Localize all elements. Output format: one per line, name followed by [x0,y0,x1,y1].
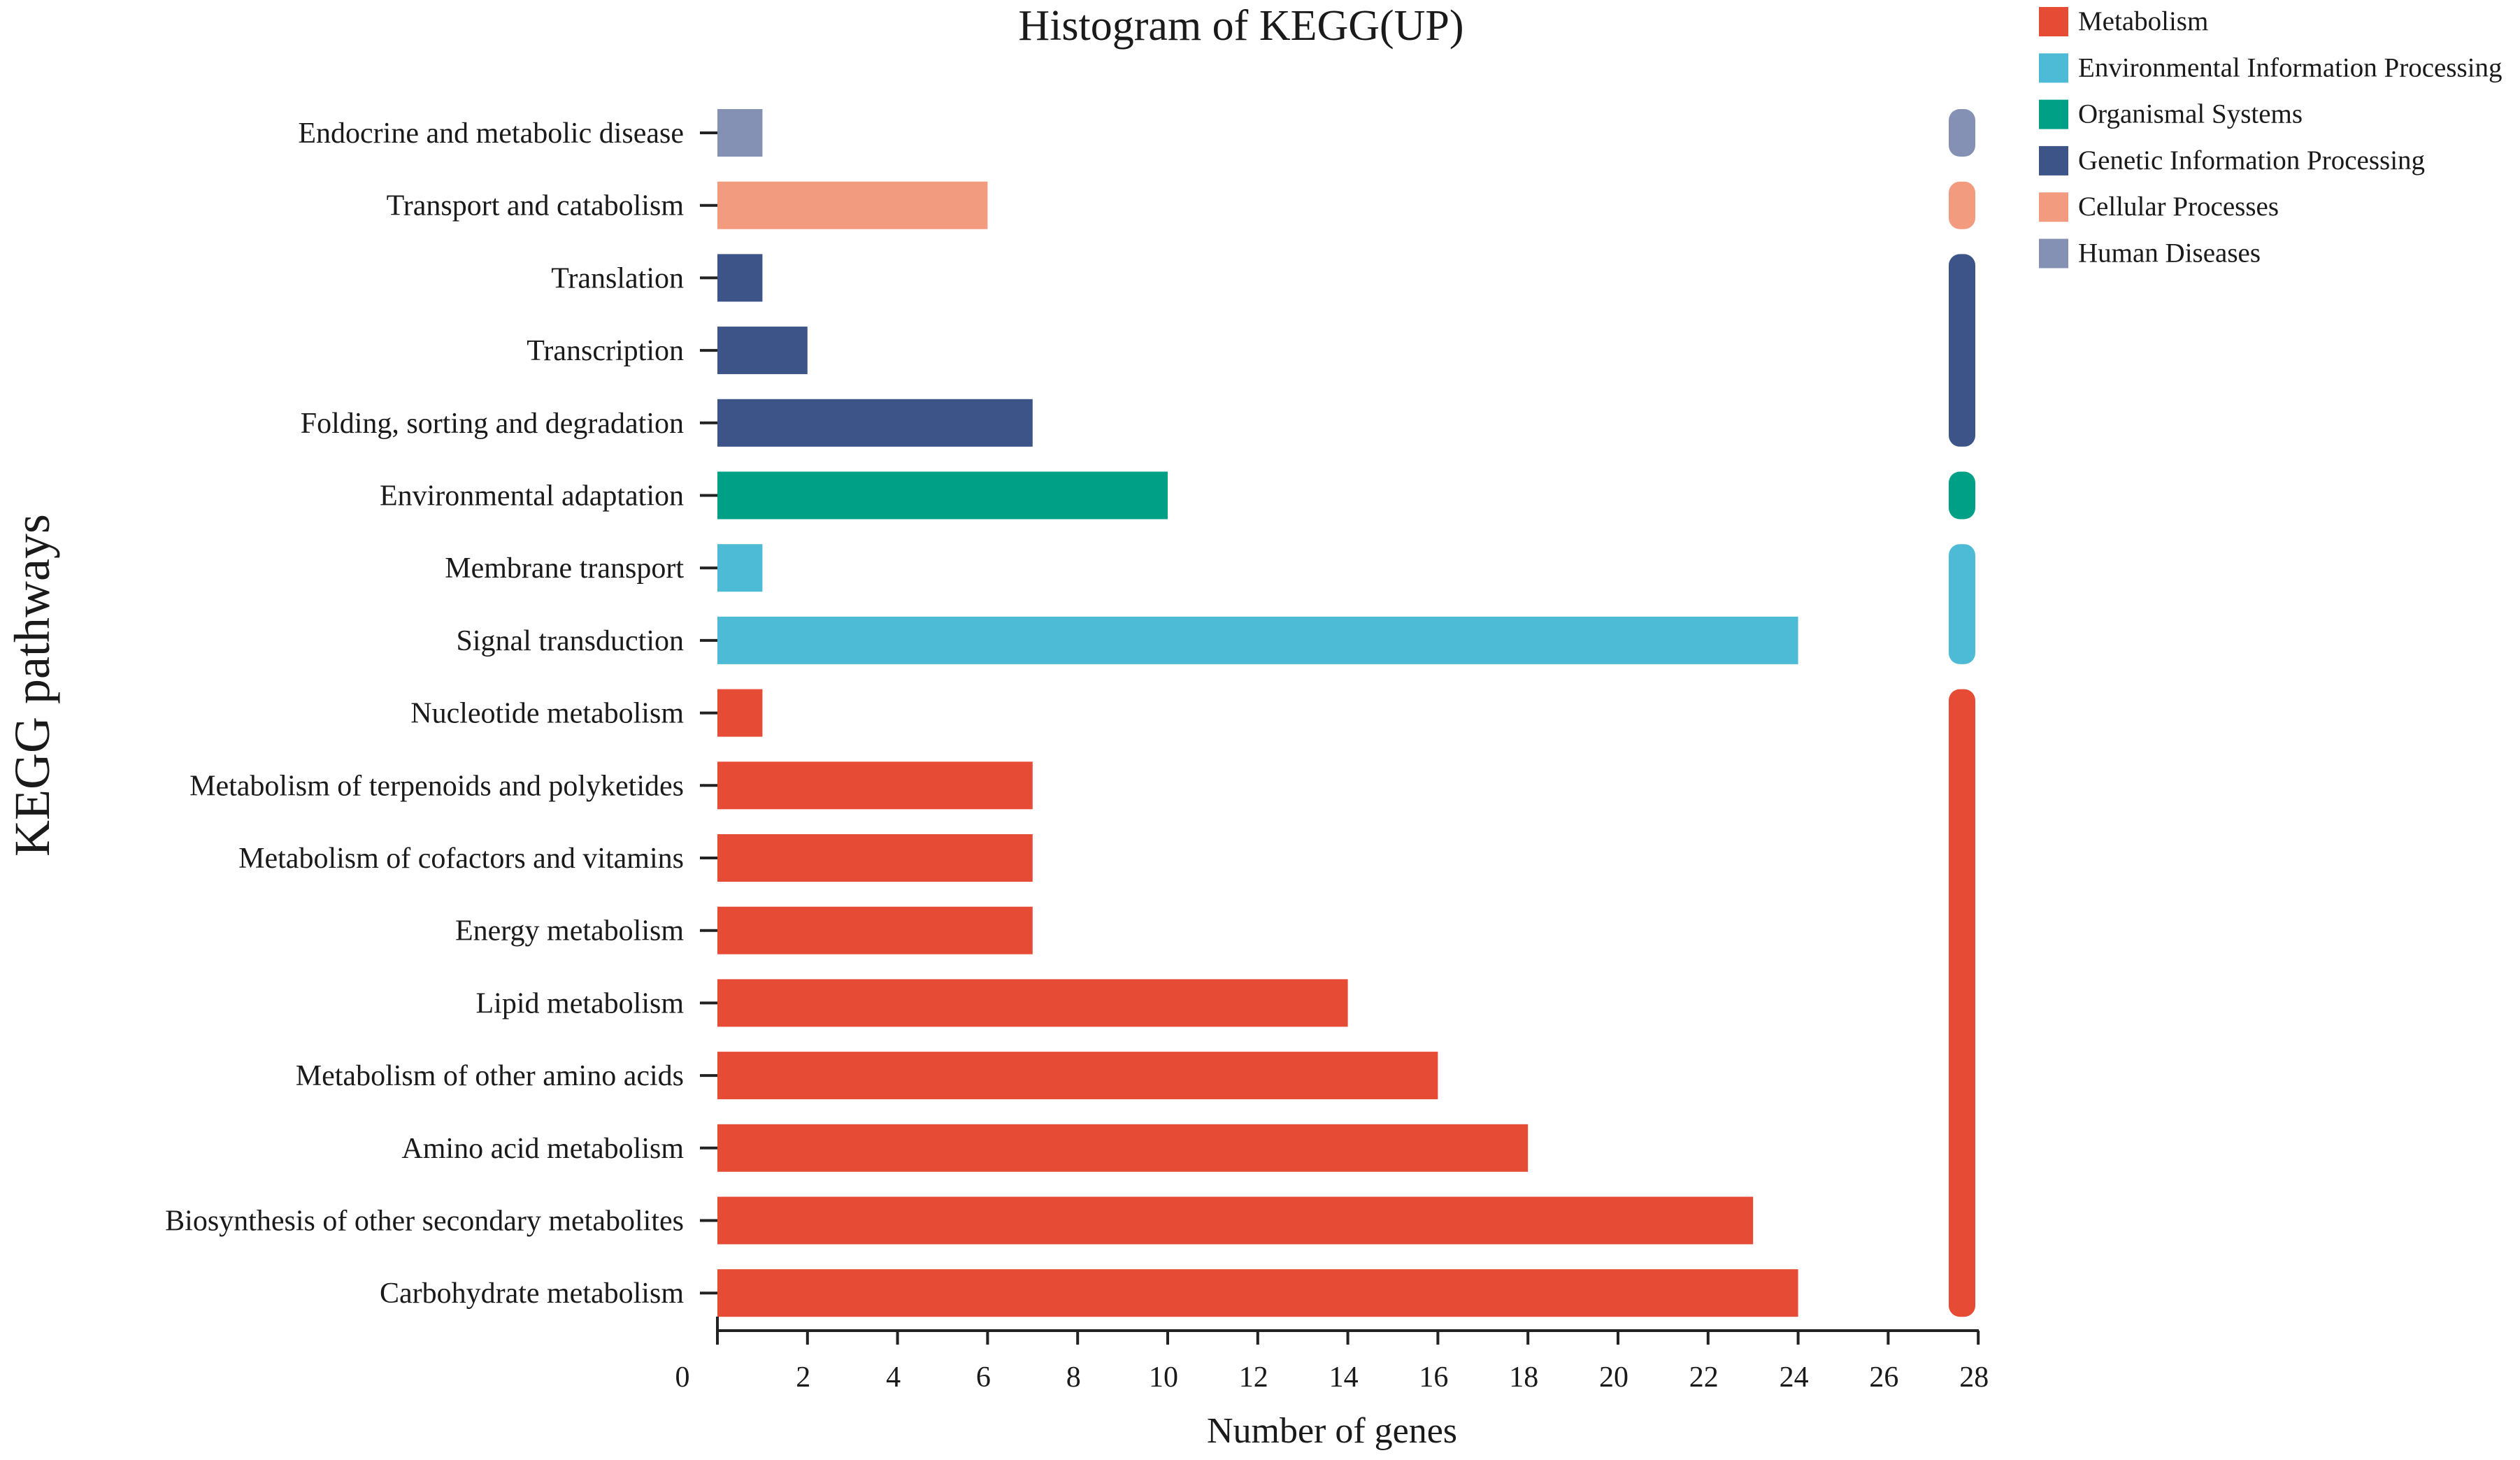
x-tick-label-6: 6 [976,1361,991,1394]
group-pill-human-diseases [1949,109,1975,157]
legend-label-organismal-systems: Organismal Systems [2078,99,2303,129]
legend-label-genetic-information-processing: Genetic Information Processing [2078,145,2425,176]
legend-swatch-human-diseases [2039,238,2068,269]
bar-metabolism-of-terpenoids-and-polyketides [717,761,1033,810]
bar-signal-transduction [717,616,1798,664]
bar-environmental-adaptation [717,471,1168,520]
group-pills [1949,109,1975,1317]
legend-swatch-metabolism [2039,7,2068,36]
legend-label-cellular-processes: Cellular Processes [2078,192,2279,222]
x-tick-label-0: 0 [675,1361,690,1394]
legend-label-metabolism: Metabolism [2078,6,2208,36]
category-label-lipid-metabolism: Lipid metabolism [476,987,685,1019]
bar-translation [717,254,763,302]
group-pill-environmental-information-processing [1949,544,1975,664]
x-tick-label-28: 28 [1959,1361,1989,1394]
category-label-signal-transduction: Signal transduction [457,625,684,657]
category-label-amino-acid-metabolism: Amino acid metabolism [401,1133,684,1165]
bar-carbohydrate-metabolism [717,1269,1798,1317]
x-tick-label-26: 26 [1869,1361,1898,1394]
category-label-folding-sorting-and-degradation: Folding, sorting and degradation [301,408,684,440]
x-axis-title: Number of genes [1207,1411,1457,1451]
x-tick-label-10: 10 [1149,1361,1178,1394]
bar-nucleotide-metabolism [717,689,763,737]
chart-title: Histogram of KEGG(UP) [1018,2,1463,50]
bar-transport-and-catabolism [717,181,988,229]
category-label-transport-and-catabolism: Transport and catabolism [387,190,685,222]
x-tick-label-20: 20 [1599,1361,1628,1394]
category-labels: Endocrine and metabolic disease Transport… [165,117,717,1310]
bar-lipid-metabolism [717,979,1348,1027]
category-label-metabolism-of-terpenoids-and-polyketides: Metabolism of terpenoids and polyketides [189,770,684,802]
category-label-metabolism-of-other-amino-acids: Metabolism of other amino acids [296,1060,684,1092]
bar-metabolism-of-other-amino-acids [717,1052,1438,1100]
bar-endocrine-and-metabolic-disease [717,109,763,157]
legend-label-human-diseases: Human Diseases [2078,238,2261,269]
bars-layer [717,109,1798,1317]
legend: Metabolism Environmental Information Proc… [2039,6,2503,269]
bar-metabolism-of-cofactors-and-vitamins [717,834,1033,882]
x-tick-label-24: 24 [1780,1361,1809,1394]
category-label-membrane-transport: Membrane transport [445,552,684,585]
category-label-carbohydrate-metabolism: Carbohydrate metabolism [380,1278,684,1310]
category-label-environmental-adaptation: Environmental adaptation [380,480,684,513]
category-label-translation: Translation [551,262,684,294]
legend-swatch-environmental-information-processing [2039,53,2068,83]
bar-folding-sorting-and-degradation [717,399,1033,447]
bar-membrane-transport [717,544,763,592]
x-tick-label-22: 22 [1689,1361,1719,1394]
y-axis-title: KEGG pathways [4,514,60,857]
group-pill-metabolism [1949,689,1975,1317]
category-label-transcription: Transcription [527,335,684,367]
legend-swatch-organismal-systems [2039,99,2068,129]
x-tick-label-14: 14 [1329,1361,1359,1394]
x-tick-label-4: 4 [886,1361,901,1394]
bar-energy-metabolism [717,906,1033,954]
x-tick-label-2: 2 [796,1361,810,1394]
group-pill-genetic-information-processing [1949,254,1975,447]
x-tick-label-16: 16 [1419,1361,1448,1394]
x-tick-label-12: 12 [1239,1361,1268,1394]
group-pill-organismal-systems [1949,471,1975,520]
x-tick-label-18: 18 [1509,1361,1538,1394]
group-pill-cellular-processes [1949,181,1975,229]
category-label-biosynthesis-of-other-secondary-metabolites: Biosynthesis of other secondary metaboli… [165,1205,684,1238]
legend-swatch-genetic-information-processing [2039,145,2068,176]
category-label-endocrine-and-metabolic-disease: Endocrine and metabolic disease [298,117,684,150]
legend-label-environmental-information-processing: Environmental Information Processing [2078,52,2503,83]
bar-biosynthesis-of-other-secondary-metabolites [717,1196,1754,1245]
bar-amino-acid-metabolism [717,1124,1529,1172]
legend-swatch-cellular-processes [2039,192,2068,222]
category-label-energy-metabolism: Energy metabolism [455,915,684,947]
category-label-nucleotide-metabolism: Nucleotide metabolism [410,698,684,730]
bar-transcription [717,327,808,375]
x-tick-label-8: 8 [1066,1361,1081,1394]
x-axis: 0 2 4 6 8 10 12 14 16 18 20 22 24 26 28 [675,1317,1989,1394]
category-label-metabolism-of-cofactors-and-vitamins: Metabolism of cofactors and vitamins [238,843,684,875]
